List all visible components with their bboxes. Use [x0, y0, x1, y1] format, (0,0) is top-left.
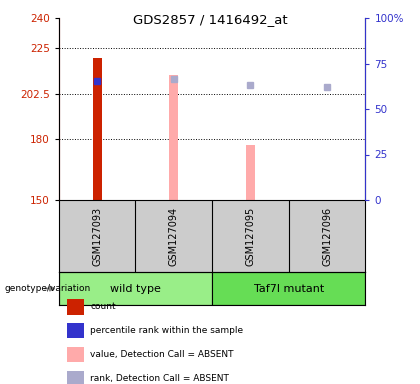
Bar — [169, 74, 178, 200]
Text: Taf7l mutant: Taf7l mutant — [254, 283, 324, 293]
Bar — [59, 272, 212, 305]
Text: GDS2857 / 1416492_at: GDS2857 / 1416492_at — [133, 13, 287, 26]
Text: percentile rank within the sample: percentile rank within the sample — [90, 326, 244, 335]
Bar — [246, 146, 255, 200]
Bar — [212, 272, 365, 305]
Text: wild type: wild type — [110, 283, 161, 293]
Text: rank, Detection Call = ABSENT: rank, Detection Call = ABSENT — [90, 374, 229, 383]
Text: GSM127094: GSM127094 — [169, 207, 179, 266]
Text: value, Detection Call = ABSENT: value, Detection Call = ABSENT — [90, 350, 234, 359]
Text: GSM127093: GSM127093 — [92, 207, 102, 266]
Text: count: count — [90, 303, 116, 311]
Text: genotype/variation: genotype/variation — [4, 284, 90, 293]
Text: GSM127095: GSM127095 — [245, 206, 255, 266]
Bar — [92, 58, 102, 200]
Text: GSM127096: GSM127096 — [322, 207, 332, 266]
